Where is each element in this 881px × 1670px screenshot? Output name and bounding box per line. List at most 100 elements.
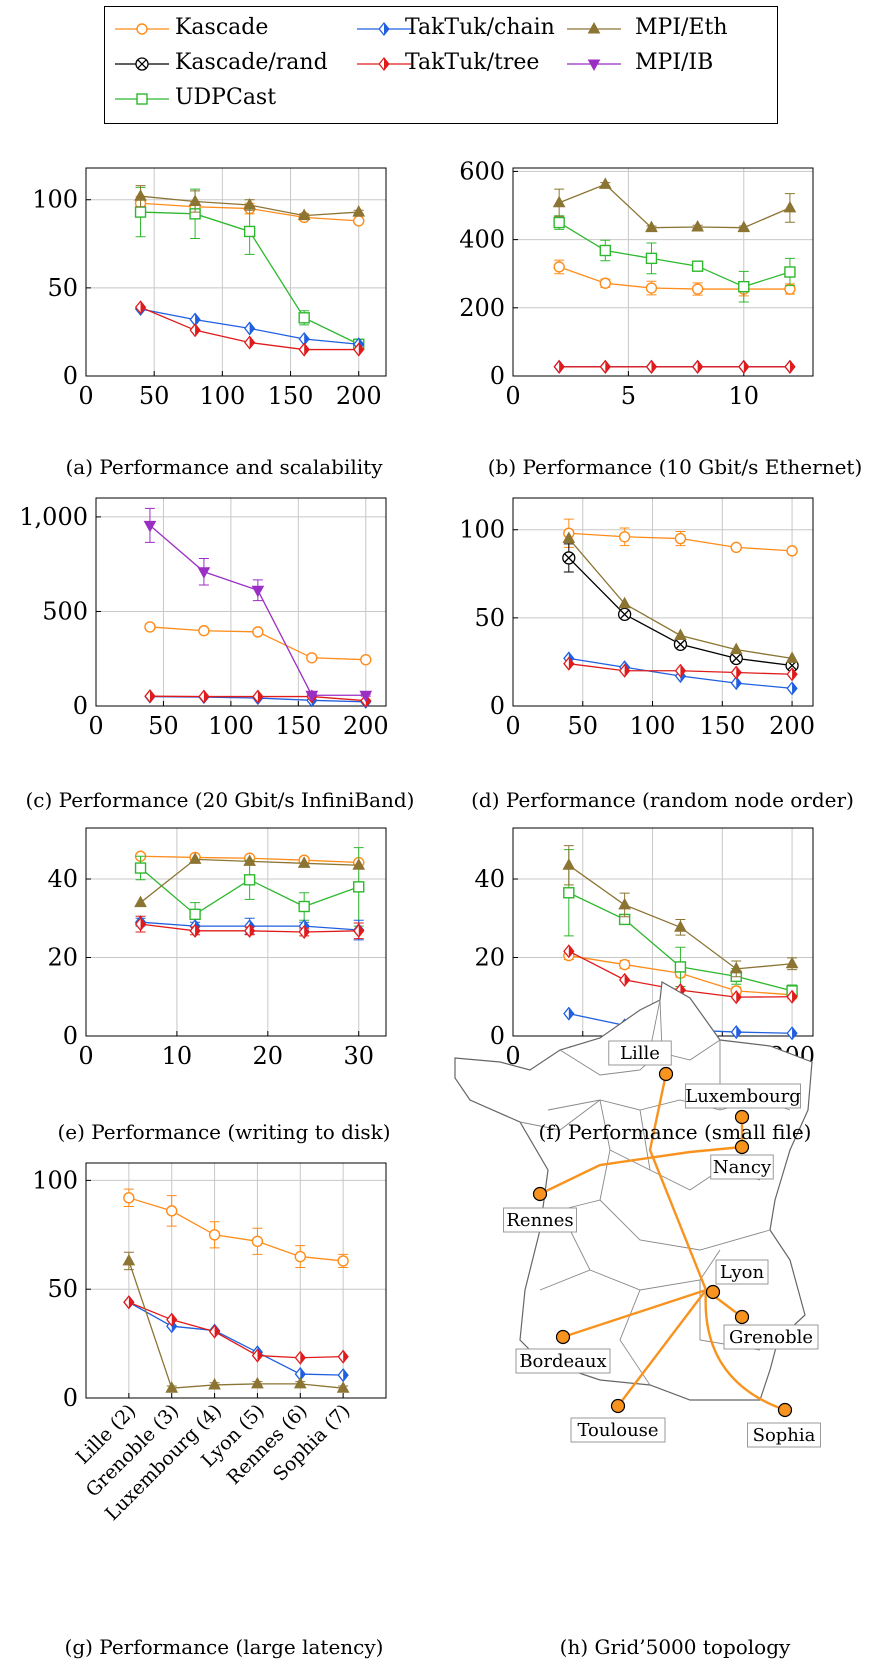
data-point (599, 359, 611, 374)
data-point (336, 1381, 350, 1393)
data-point (337, 1349, 349, 1364)
y-tick-label: 20 (47, 944, 78, 972)
data-point (563, 656, 575, 671)
chart-d: 0 50 100 0 50 100 150 200 (459, 497, 815, 740)
site-label-box (570, 1417, 666, 1443)
data-point (599, 277, 612, 289)
data-point (123, 1295, 135, 1310)
chart-c: 0 500 1,000 0 50 100 150 200 (19, 497, 389, 740)
data-point (298, 924, 310, 940)
data-point (563, 887, 575, 899)
site-nancy (734, 1139, 750, 1155)
data-point (737, 220, 751, 233)
caption-e: (e) Performance (writing to disk) (57, 1120, 391, 1144)
chart-e: 0 20 40 0 10 20 30 (47, 827, 387, 1070)
network-link (648, 1073, 708, 1291)
data-point (337, 1368, 349, 1383)
site-label-box (715, 1259, 769, 1285)
site-rennes (532, 1186, 548, 1202)
y-tick-label: 50 (474, 604, 505, 632)
data-point (599, 244, 612, 257)
legend-marker (136, 23, 148, 35)
legend-swatch (357, 56, 411, 72)
series-mpi-eth (134, 852, 366, 908)
data-point (691, 283, 704, 295)
data-point (251, 1235, 264, 1248)
data-point (252, 626, 264, 638)
series-mpi-eth (552, 177, 797, 233)
data-point (353, 342, 365, 357)
x-tick-label: 20 (253, 1042, 284, 1070)
data-point (294, 1350, 306, 1365)
x-tick-label: 150 (275, 712, 321, 740)
data-point (598, 177, 612, 189)
x-tick-label: 200 (769, 712, 815, 740)
data-point (337, 1255, 349, 1267)
series-line (149, 524, 366, 696)
data-point (243, 197, 256, 210)
y-tick-label: 0 (63, 1022, 78, 1050)
data-point (674, 663, 687, 678)
data-point (144, 621, 156, 633)
legend-entry-udpcast: UDPCast (113, 83, 333, 113)
site-toulouse (610, 1398, 626, 1414)
data-point (298, 900, 310, 913)
data-point (674, 628, 687, 640)
legend-entry-taktuk-tree: TakTuk/tree (355, 48, 575, 78)
site-label-box (710, 1154, 774, 1180)
data-point (208, 1377, 221, 1390)
site-luxembourg (734, 1109, 750, 1125)
data-point (251, 1348, 264, 1363)
series-taktuk-tree (563, 944, 798, 1005)
legend-entry-taktuk-chain: TakTuk/chain (355, 13, 575, 43)
data-point (352, 858, 366, 870)
data-point (166, 1205, 178, 1217)
network-link (704, 1289, 786, 1412)
data-point (353, 923, 365, 938)
data-point (294, 1250, 306, 1263)
x-tick-label: 200 (343, 712, 389, 740)
chart-a: 0 50 100 0 50 100 150 200 (32, 167, 387, 410)
data-point (297, 856, 311, 868)
data-point (134, 917, 147, 932)
site-sophia (777, 1402, 793, 1418)
site-label: Toulouse (577, 1420, 658, 1441)
network-link (539, 1145, 743, 1196)
y-tick-label: 100 (32, 186, 78, 214)
site-label: Rennes (506, 1210, 573, 1231)
y-tick-label: 40 (474, 865, 505, 893)
data-point (352, 205, 366, 217)
caption-d: (d) Performance (random node order) (471, 788, 854, 812)
data-point (673, 637, 688, 651)
caption-g: (g) Performance (large latency) (64, 1635, 384, 1659)
y-tick-label: 0 (63, 1384, 78, 1412)
legend-entry-mpi-eth: MPI/Eth (565, 13, 785, 43)
data-point (298, 342, 310, 357)
x-tick-label: 0 (78, 382, 93, 410)
legend-label: Kascade/rand (175, 50, 328, 75)
data-point (786, 1026, 798, 1041)
legend-label: MPI/IB (635, 50, 714, 75)
data-point (553, 261, 565, 273)
legend-swatch (115, 23, 169, 35)
series-line (558, 266, 790, 290)
plot-frame (512, 497, 814, 707)
x-tick-label: 10 (728, 382, 759, 410)
y-tick-label: 0 (490, 362, 505, 390)
data-point (243, 874, 256, 886)
series-line (558, 222, 791, 288)
legend-swatch (357, 21, 411, 37)
caption-h: (h) Grid’5000 topology (559, 1635, 791, 1659)
series-taktuk-tree (123, 1295, 349, 1365)
data-point (617, 607, 632, 621)
data-point (738, 280, 750, 293)
legend-label: TakTuk/tree (405, 50, 540, 75)
series-taktuk-chain (123, 1295, 349, 1383)
data-point (298, 312, 310, 324)
data-point (786, 681, 798, 696)
x-tick-label: 100 (630, 712, 676, 740)
data-point (251, 585, 265, 598)
data-point (197, 567, 211, 579)
data-point (783, 200, 797, 213)
